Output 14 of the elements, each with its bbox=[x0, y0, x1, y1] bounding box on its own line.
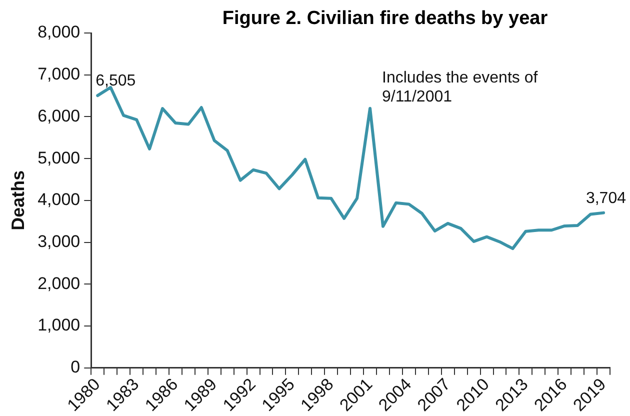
y-tick-label: 3,000 bbox=[38, 232, 80, 251]
y-tick-label: 2,000 bbox=[38, 274, 80, 293]
y-tick-label: 4,000 bbox=[38, 190, 80, 210]
y-tick-label: 1,000 bbox=[38, 316, 80, 335]
y-tick-label: 7,000 bbox=[38, 64, 80, 84]
y-tick-label: 8,000 bbox=[38, 22, 80, 42]
annotation: 6,505 bbox=[96, 72, 136, 90]
chart-title: Figure 2. Civilian fire deaths by year bbox=[221, 8, 549, 30]
y-axis-title: Deaths bbox=[8, 170, 28, 230]
annotation: Includes the events of 9/11/2001 bbox=[382, 69, 538, 106]
y-tick-label: 6,000 bbox=[38, 106, 80, 126]
y-tick-label: 5,000 bbox=[38, 148, 80, 168]
annotation: 3,704 bbox=[586, 190, 626, 207]
y-tick-label: 0 bbox=[70, 358, 80, 377]
